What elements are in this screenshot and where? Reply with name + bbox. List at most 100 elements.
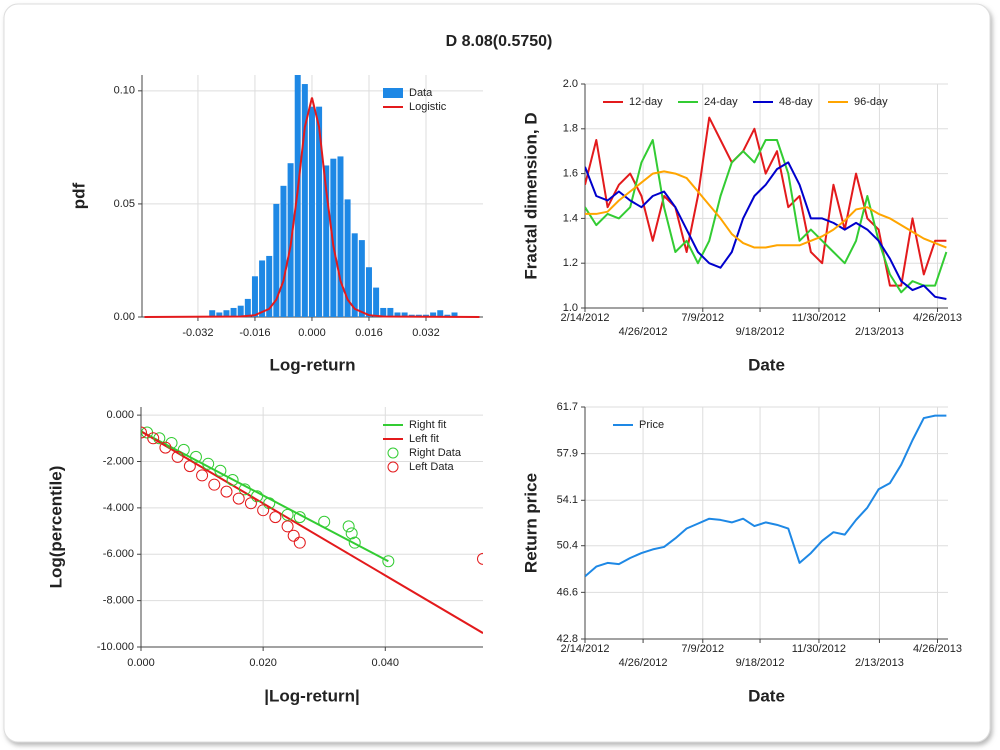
y-tick-label: 1.2 [563, 257, 578, 269]
bar [259, 260, 266, 317]
data-point [177, 443, 190, 456]
series-line [585, 116, 947, 287]
legend-label: Logistic [409, 101, 447, 113]
x-tick-label: 2/13/2013 [855, 657, 904, 669]
legend-swatch [387, 461, 399, 473]
x-axis-title: |Log-return| [264, 686, 359, 705]
x-tick-label: 4/26/2012 [619, 657, 668, 669]
y-tick-label: 0.000 [106, 409, 134, 421]
bar [387, 307, 394, 317]
series-line [585, 414, 947, 578]
data-point [153, 432, 166, 445]
data-point [189, 450, 202, 463]
data-point [263, 497, 276, 510]
y-axis-title: pdf [69, 182, 88, 209]
y-tick-label: -6.000 [103, 548, 134, 560]
data-point [477, 552, 483, 565]
y-axis-title: Return price [521, 473, 540, 573]
bar [280, 185, 287, 317]
x-tick-label: 0.040 [372, 657, 400, 669]
data-point [220, 485, 233, 498]
legend-label: Data [409, 87, 433, 99]
series-line [585, 139, 948, 294]
y-tick-label: 0.00 [114, 311, 135, 323]
x-tick-label: -0.016 [239, 327, 270, 339]
bar [266, 255, 273, 317]
bar [273, 203, 280, 317]
x-axis-title: Date [748, 686, 785, 705]
x-tick-label: 2/13/2013 [855, 326, 904, 338]
x-tick-label: 4/26/2013 [913, 312, 962, 324]
x-tick-label: -0.032 [182, 327, 213, 339]
y-tick-label: 61.7 [557, 401, 578, 413]
legend-label: 12-day [629, 96, 663, 108]
bar [401, 312, 408, 317]
data-point [208, 478, 221, 491]
y-tick-label: 0.05 [114, 198, 135, 210]
data-point [244, 497, 257, 510]
series-line [585, 170, 947, 249]
data-point [269, 511, 282, 524]
data-point [238, 483, 251, 496]
data-point [348, 536, 361, 549]
bar [373, 287, 380, 317]
data-point [257, 504, 270, 517]
legend-label: Right Data [409, 447, 462, 459]
y-axis-title: Log(percentile) [46, 466, 65, 589]
data-point [318, 515, 331, 528]
legend-swatch [383, 88, 403, 98]
y-tick-label: 54.1 [557, 494, 578, 506]
data-point [159, 441, 172, 454]
bar [344, 199, 351, 317]
x-tick-label: 4/26/2013 [913, 643, 962, 655]
x-tick-label: 11/30/2012 [792, 312, 846, 324]
y-tick-label: -8.000 [103, 595, 134, 607]
y-tick-label: 1.6 [563, 168, 578, 180]
bar [365, 267, 372, 317]
bar [237, 305, 244, 317]
bar [223, 310, 230, 317]
data-point [293, 536, 306, 549]
fit-curve [144, 97, 480, 318]
y-tick-label: 2.0 [563, 78, 578, 90]
bar [358, 240, 365, 317]
bar [251, 276, 258, 317]
bar [351, 233, 358, 317]
data-point [232, 492, 245, 505]
bar [209, 310, 216, 317]
x-tick-label: 0.000 [298, 327, 326, 339]
data-point [141, 426, 147, 439]
data-point [345, 527, 358, 540]
x-tick-label: 7/9/2012 [681, 643, 724, 655]
y-tick-label: -4.000 [103, 502, 134, 514]
bar [244, 298, 251, 317]
bar [430, 312, 437, 317]
x-axis-title: Log-return [270, 355, 356, 374]
data-point [251, 490, 264, 503]
x-tick-label: 0.032 [412, 327, 440, 339]
series-line [585, 161, 947, 301]
bar [230, 307, 237, 317]
bar [337, 156, 344, 317]
y-axis-title: Fractal dimension, D [521, 112, 540, 279]
data-point [183, 460, 196, 473]
legend-label: 96-day [854, 96, 888, 108]
y-tick-label: 1.8 [563, 123, 578, 135]
y-tick-label: 42.8 [557, 633, 578, 645]
x-tick-label: 2/14/2012 [561, 312, 610, 324]
data-point [342, 520, 355, 533]
x-tick-label: 0.000 [127, 657, 155, 669]
y-tick-label: -10.000 [97, 641, 134, 653]
bar [437, 310, 444, 317]
x-tick-label: 7/9/2012 [681, 312, 724, 324]
x-tick-label: 9/18/2012 [736, 657, 785, 669]
y-tick-label: 1.0 [563, 302, 578, 314]
data-point [226, 474, 239, 487]
data-point [165, 436, 178, 449]
y-tick-label: -2.000 [103, 455, 134, 467]
x-axis-title: Date [748, 355, 785, 374]
legend-label: 24-day [704, 96, 738, 108]
bar [308, 106, 315, 318]
bar [330, 158, 337, 317]
